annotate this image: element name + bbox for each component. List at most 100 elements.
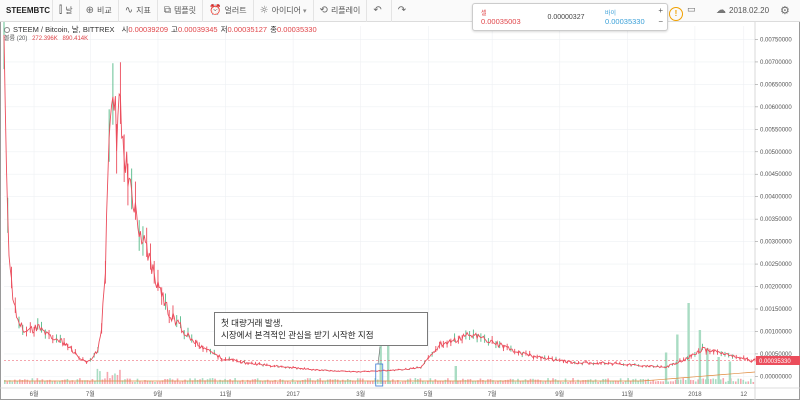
volume-bar — [469, 379, 472, 384]
volume-bar — [652, 380, 654, 384]
y-tick-label: 0.00600000 — [760, 105, 792, 111]
volume-bar — [191, 380, 194, 384]
volume-bar — [24, 379, 26, 384]
annotation-callout[interactable]: 첫 대량거래 발생, 시장에서 본격적인 관심을 받기 시작한 지점 — [214, 312, 428, 346]
compare-button[interactable]: ⊕ 비교 — [78, 0, 118, 22]
volume-bar — [261, 381, 264, 384]
volume-bar — [121, 380, 124, 384]
volume-bar — [281, 379, 284, 384]
volume-bar — [264, 380, 266, 384]
y-tick-label: 0.00200000 — [760, 285, 792, 291]
indicators-button[interactable]: ∿ 지표 — [117, 0, 157, 22]
volume-bar — [186, 380, 189, 384]
volume-spike-bar — [664, 352, 668, 384]
replay-button[interactable]: ⟲ 리플레이 — [312, 0, 367, 22]
volume-bar — [251, 379, 254, 384]
price-chart[interactable]: 0.00750000 0.00700000 0.00650000 0.00600000… — [0, 22, 800, 400]
volume-bar — [472, 380, 474, 384]
x-tick-label: 11월 — [621, 390, 633, 398]
volume-bar — [489, 379, 492, 384]
volume-bar — [452, 381, 454, 384]
gear-icon[interactable]: ⚙ — [780, 4, 790, 17]
volume-bar — [19, 379, 21, 384]
volume-bar — [331, 379, 334, 384]
volume-bar — [567, 381, 569, 384]
volume-bar — [139, 381, 141, 384]
volume-bar — [684, 379, 687, 384]
volume-bar — [624, 380, 627, 384]
templates-button[interactable]: ⧉ 템플릿 — [156, 0, 202, 22]
volume-bar — [394, 381, 397, 384]
volume-bar — [329, 379, 332, 384]
volume-bar — [326, 379, 329, 384]
y-tick-label: 0.00300000 — [760, 240, 792, 246]
volume-bar — [667, 381, 669, 384]
alerts-button[interactable]: ⏰ 얼러트 — [202, 0, 253, 22]
volume-bar — [346, 379, 349, 384]
volume-bar — [339, 380, 342, 384]
volume-bar — [629, 381, 632, 384]
volume-bar — [404, 380, 407, 384]
volume-bar — [544, 381, 547, 384]
buy-button[interactable]: 바이 0.00035330 — [601, 8, 661, 26]
volume-bar — [364, 381, 367, 384]
volume-bar — [369, 381, 372, 384]
volume-value: 272.396K — [32, 36, 58, 42]
y-tick-label: 0.00450000 — [760, 172, 792, 178]
volume-bar — [644, 379, 647, 384]
sell-price: 0.00035003 — [481, 17, 521, 26]
y-tick-label: 0.00750000 — [760, 37, 792, 43]
volume-bar — [617, 381, 619, 384]
ideas-button[interactable]: ☼ 아이디어 ▾ — [252, 0, 313, 22]
volume-spike-bar — [687, 303, 690, 384]
volume-bar — [402, 381, 404, 384]
y-tick-label: 0.00400000 — [760, 195, 792, 201]
volume-bar — [224, 378, 226, 384]
plus-circle-icon: ⊕ — [85, 5, 94, 16]
volume-bar — [642, 379, 644, 384]
y-tick-label: 0.00150000 — [760, 307, 792, 313]
highlight-box — [375, 363, 384, 387]
volume-bar — [422, 380, 424, 384]
sell-label: 셀 — [481, 11, 487, 17]
high-value: 0.00039345 — [177, 25, 218, 34]
volume-bar — [439, 380, 442, 384]
volume-bar — [537, 379, 539, 384]
volume-bar — [467, 379, 469, 384]
volume-bar — [557, 380, 559, 384]
date-display[interactable]: ☁ 2018.02.20 — [716, 5, 769, 16]
volume-bar — [9, 380, 11, 384]
volume-label: 볼륨 (20) — [4, 36, 28, 42]
volume-bar — [722, 378, 725, 384]
interval-button[interactable]: ⫿ 날 — [52, 0, 79, 22]
volume-spike-bar — [387, 343, 390, 384]
y-tick-label: 0.00550000 — [760, 127, 792, 133]
volume-spike-bar — [728, 361, 732, 384]
volume-bar — [259, 380, 261, 384]
redo-button[interactable]: ↷ — [390, 0, 415, 22]
volume-bar — [276, 381, 279, 384]
sell-button[interactable]: 셀 0.00035003 — [473, 8, 531, 26]
volume-bar — [727, 380, 730, 384]
template-icon: ⧉ — [163, 5, 171, 16]
symbol-search-input[interactable]: STEEMBTC — [6, 6, 50, 15]
buy-price: 0.00035330 — [605, 17, 645, 26]
undo-button[interactable]: ↶ — [366, 0, 390, 22]
info-icon[interactable]: ! — [669, 7, 683, 21]
series-title: STEEM / Bitcoin, 날, BITTREX — [13, 25, 115, 34]
templates-label: 템플릿 — [173, 6, 197, 15]
volume-bar — [584, 380, 587, 384]
volume-spike-bar — [717, 357, 720, 384]
volume-bar — [464, 379, 467, 384]
volume-bar — [16, 380, 19, 384]
volume-bar — [512, 379, 514, 384]
increase-button[interactable]: + — [658, 6, 663, 15]
volume-bar — [64, 379, 66, 384]
window-layout-icon[interactable]: ▭ — [687, 5, 696, 15]
volume-bar — [119, 369, 121, 384]
series-visibility-icon[interactable] — [4, 26, 10, 33]
volume-bar — [712, 378, 715, 384]
volume-bar — [412, 381, 414, 384]
decrease-button[interactable]: − — [658, 17, 663, 26]
volume-bar — [4, 380, 6, 384]
